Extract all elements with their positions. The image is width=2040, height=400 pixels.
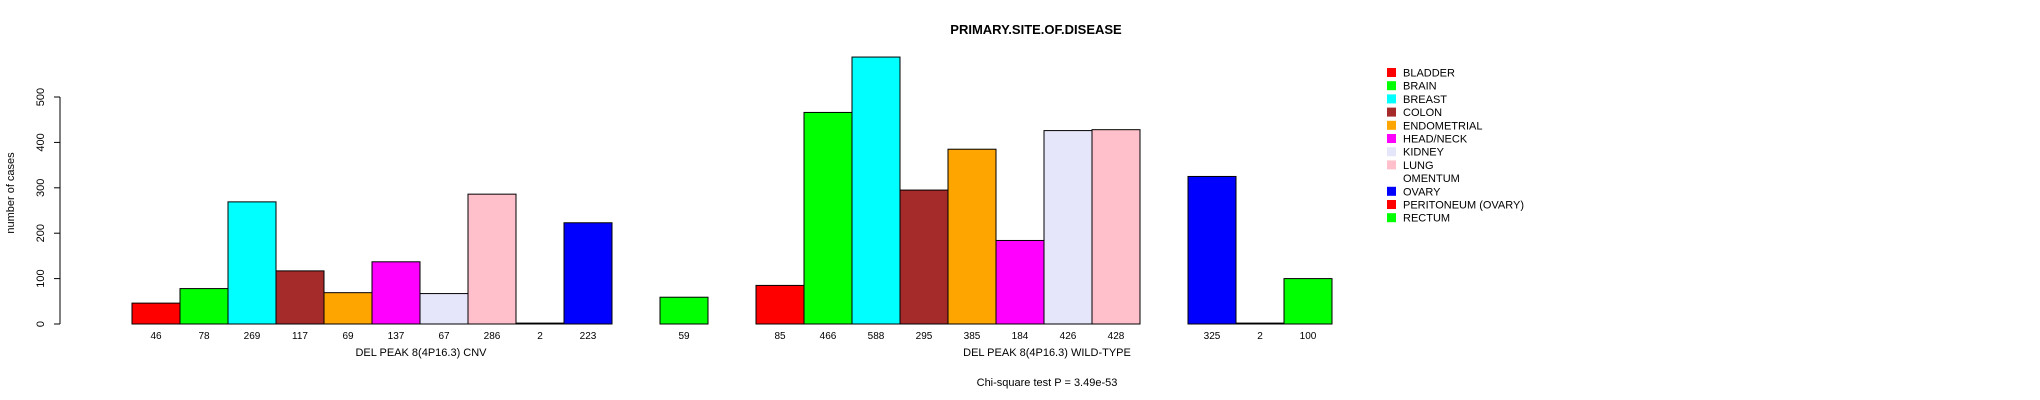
legend-swatch [1387, 186, 1396, 196]
legend-swatch [1387, 160, 1396, 170]
bar-omentum-group-0 [515, 322, 565, 325]
count-label: 269 [244, 331, 261, 342]
legend-label: OVARY [1403, 186, 1441, 198]
count-label: 117 [292, 331, 308, 342]
legend-label: PERITONEUM (OVARY) [1403, 200, 1524, 212]
count-label: 286 [484, 331, 501, 342]
legend-label: BREAST [1403, 94, 1447, 106]
count-labels: 46 78 269 117 69 137 67 286 2 223 59 85 466 588 295 385… [150, 331, 1316, 342]
y-tick-label: 100 [35, 269, 47, 287]
count-label: 223 [580, 331, 597, 342]
bar-bladder-group-0 [131, 302, 181, 325]
legend-label: BRAIN [1403, 81, 1437, 93]
chart-title: PRIMARY.SITE.OF.DISEASE [950, 22, 1122, 37]
legend-swatch [1387, 134, 1396, 143]
count-label: 46 [150, 331, 162, 342]
count-label: 69 [342, 331, 354, 342]
legend-swatch [1387, 200, 1396, 209]
bar-colon-group-0 [275, 270, 325, 325]
count-label: 2 [537, 331, 543, 342]
bar-colon-group-1 [899, 189, 949, 325]
bar-ovary-group-0 [563, 222, 613, 325]
bars [131, 56, 1333, 325]
legend-label: ENDOMETRIAL [1403, 120, 1482, 132]
legend-swatch [1387, 107, 1396, 117]
bar-breast-group-0 [227, 201, 277, 325]
legend-label: KIDNEY [1403, 147, 1445, 159]
chi-square-annotation: Chi-square test P = 3.49e-53 [977, 377, 1118, 389]
count-label: 85 [774, 331, 786, 342]
y-tick-label: 200 [35, 224, 47, 242]
legend-label: BLADDER [1403, 68, 1455, 80]
bar-breast-group-1 [851, 56, 901, 325]
count-label: 295 [916, 331, 933, 342]
count-label: 466 [820, 331, 837, 342]
y-axis-label: number of cases [5, 152, 17, 234]
bar-rectum-group-0 [659, 296, 709, 325]
bar-rectum-group-1 [1283, 278, 1333, 325]
group-label-cnv: DEL PEAK 8(4P16.3) CNV [355, 347, 487, 359]
y-tick-label: 300 [35, 179, 47, 197]
bar-kidney-group-0 [419, 293, 469, 325]
bar-lung-group-0 [467, 193, 517, 325]
bar-head-neck-group-0 [371, 261, 421, 325]
y-tick-label: 500 [35, 88, 47, 106]
bar-ovary-group-1 [1187, 175, 1237, 325]
bar-kidney-group-1 [1043, 130, 1093, 325]
legend-label: COLON [1403, 107, 1442, 119]
legend-swatch [1387, 94, 1396, 104]
count-label: 184 [1012, 331, 1029, 342]
count-label: 78 [198, 331, 210, 342]
bar-brain-group-1 [803, 111, 853, 325]
legend-swatch [1387, 68, 1396, 77]
group-label-wild-type: DEL PEAK 8(4P16.3) WILD-TYPE [963, 347, 1131, 359]
legend-swatch [1387, 81, 1396, 91]
legend-label: LUNG [1403, 160, 1434, 172]
count-label: 59 [678, 331, 690, 342]
count-label: 67 [438, 331, 450, 342]
bar-brain-group-0 [179, 288, 229, 325]
count-label: 426 [1060, 331, 1077, 342]
y-tick-label: 0 [35, 321, 47, 327]
bar-bladder-group-1 [755, 284, 805, 325]
bar-head-neck-group-1 [995, 239, 1045, 325]
bar-endometrial-group-0 [323, 292, 373, 325]
count-label: 2 [1257, 331, 1263, 342]
count-label: 428 [1108, 331, 1125, 342]
count-label: 100 [1300, 331, 1317, 342]
legend-swatch [1387, 147, 1396, 157]
count-label: 588 [868, 331, 885, 342]
legend-swatch [1387, 120, 1396, 130]
legend-label: OMENTUM [1403, 173, 1460, 185]
bar-lung-group-1 [1091, 129, 1141, 325]
legend-swatch [1387, 173, 1396, 183]
count-label: 325 [1204, 331, 1221, 342]
legend-label: HEAD/NECK [1403, 134, 1468, 146]
bar-peritoneum-ovary-group-1 [1235, 322, 1285, 325]
count-label: 137 [388, 331, 405, 342]
legend-label: RECTUM [1403, 213, 1450, 225]
count-label: 385 [964, 331, 981, 342]
bar-endometrial-group-1 [947, 148, 997, 325]
y-ticks: 0 100 200 300 400 500 [35, 88, 60, 327]
legend-swatch [1387, 213, 1396, 223]
y-tick-label: 400 [35, 133, 47, 151]
